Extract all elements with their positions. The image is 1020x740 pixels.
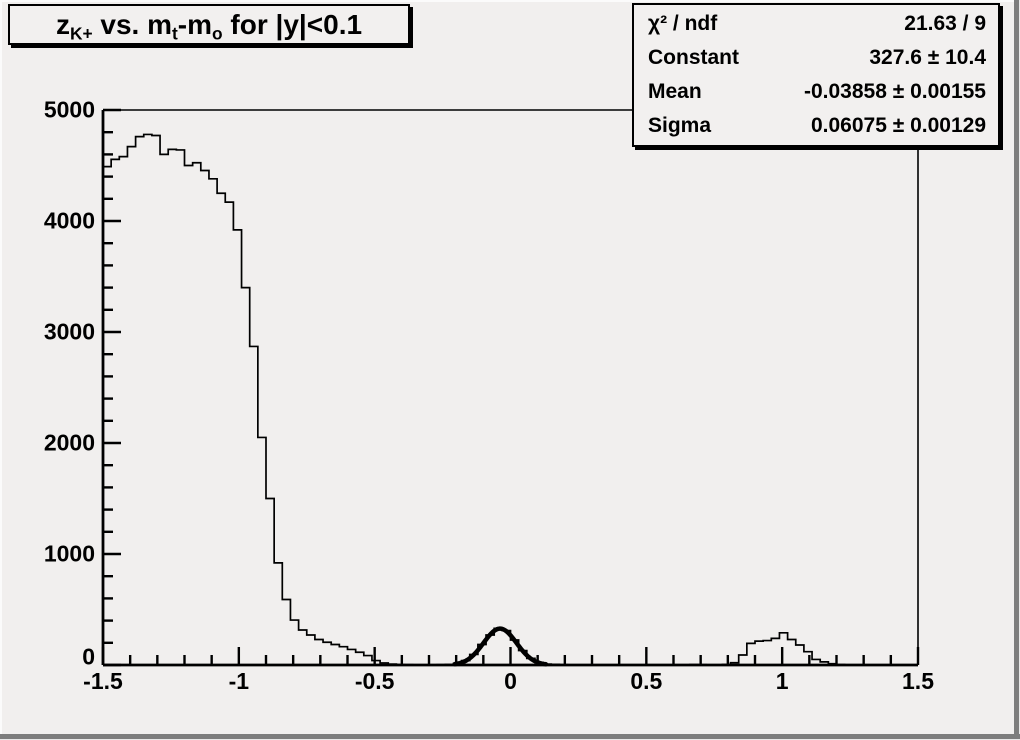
gaussian-fit-curve (452, 626, 549, 667)
title-text-segment: z (55, 8, 70, 40)
title-subscript: t (172, 23, 178, 44)
title-subscript: o (212, 23, 223, 44)
stats-label-constant: Constant (648, 46, 739, 69)
title-text-segment: vs. m (92, 8, 173, 40)
title-box: zK+ vs. mt-mo for |y|<0.1 (8, 4, 410, 45)
stats-value-mean: -0.03858 ± 0.00155 (803, 80, 986, 103)
stats-value-constant: 327.6 ± 10.4 (869, 46, 986, 69)
plot-title: zK+ vs. mt-mo for |y|<0.1 (55, 8, 363, 44)
stats-label-chi2-ndf: χ² / ndf (648, 12, 718, 35)
canvas-bevel-top (0, 0, 1020, 2)
stats-row: χ² / ndf 21.63 / 9 (634, 7, 998, 41)
histogram-step-line (103, 133, 918, 666)
title-text-segment: for |y|<0.1 (222, 8, 363, 40)
stats-row: Constant 327.6 ± 10.4 (634, 41, 998, 75)
title-subscript: K+ (69, 23, 93, 44)
stats-value-chi2-ndf: 21.63 / 9 (904, 12, 986, 35)
canvas-bevel-bottom (0, 734, 1020, 740)
stats-value-sigma: 0.06075 ± 0.00129 (810, 114, 986, 137)
stats-label-sigma: Sigma (648, 114, 712, 137)
stats-label-mean: Mean (648, 80, 702, 103)
canvas-bevel-right (1014, 0, 1020, 740)
stats-row: Sigma 0.06075 ± 0.00129 (634, 109, 998, 143)
stats-row: Mean -0.03858 ± 0.00155 (634, 75, 998, 109)
canvas-bevel-left (0, 0, 2, 740)
stats-box: χ² / ndf 21.63 / 9 Constant 327.6 ± 10.4… (632, 3, 1000, 147)
title-text-segment: -m (177, 8, 213, 40)
